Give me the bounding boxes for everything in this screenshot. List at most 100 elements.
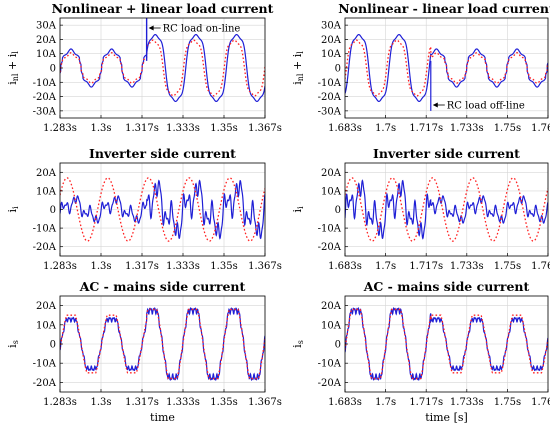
x-tick-label: 1.767s <box>531 397 550 408</box>
y-tick-label: 0 <box>50 64 56 75</box>
y-tick-label: 10A <box>321 186 342 197</box>
reference-current-line <box>345 177 548 242</box>
y-tick-label: 10A <box>36 49 57 60</box>
y-tick-label: 10A <box>321 49 342 60</box>
y-label-text: i <box>291 81 304 85</box>
y-axis-label: is <box>291 340 305 348</box>
panel-nl-minus-l: Nonlinear - linear load current 1.683s 1.7… <box>291 1 550 134</box>
x-tick-label: 1.35s <box>210 397 237 408</box>
y-tick-label: 0 <box>335 205 341 216</box>
series-group <box>60 306 265 382</box>
panel-inv-2: Inverter side current 1.683s 1.7s 1.717s 1.7… <box>291 146 550 272</box>
x-tick-label: 1.35s <box>210 261 237 272</box>
y-tick-label: -10A <box>318 359 342 370</box>
y-tick-label: -30A <box>318 106 342 117</box>
series-group <box>60 18 265 103</box>
x-tick-label: 1.367s <box>248 397 282 408</box>
y-label-text: i <box>6 81 19 85</box>
x-axis-label: time [s] <box>425 411 468 424</box>
x-tick-label: 1.75s <box>494 123 521 134</box>
y-label-subscript: i <box>296 206 305 209</box>
x-tick-label: 1.717s <box>409 397 443 408</box>
y-tick-label: -10A <box>318 224 342 235</box>
chart-title: AC - mains side current <box>79 279 246 294</box>
y-axis-label: inl + il <box>291 51 305 85</box>
reference-current-line <box>345 308 548 380</box>
chart-title: AC - mains side current <box>363 279 530 294</box>
x-tick-label: 1.367s <box>248 123 282 134</box>
y-tick-label: -10A <box>33 359 57 370</box>
y-tick-label: -20A <box>318 92 342 103</box>
annotation-label: RC load off-line <box>447 101 525 112</box>
y-tick-label: 20A <box>36 35 57 46</box>
measured-current-line <box>60 33 265 103</box>
annotation-label: RC load on-line <box>163 24 241 35</box>
x-tick-label: 1.767s <box>531 261 550 272</box>
x-tick-label: 1.333s <box>166 397 200 408</box>
x-tick-label: 1.3s <box>90 397 111 408</box>
x-tick-label: 1.333s <box>166 123 200 134</box>
y-tick-label: 30A <box>36 21 57 32</box>
x-axis-label: time <box>150 411 175 424</box>
x-tick-label: 1.7s <box>375 123 396 134</box>
x-tick-label: 1.367s <box>248 261 282 272</box>
annotation-arrowhead <box>432 102 438 108</box>
y-tick-label: 10A <box>36 320 57 331</box>
y-tick-label: -20A <box>33 378 57 389</box>
x-tick-label: 1.733s <box>450 397 484 408</box>
y-label-subscript: nl <box>296 73 305 81</box>
x-tick-label: 1.35s <box>210 123 237 134</box>
reference-current-line <box>60 177 265 242</box>
x-tick-label: 1.317s <box>125 261 159 272</box>
y-tick-label: 0 <box>335 64 341 75</box>
x-tick-label: 1.333s <box>166 261 200 272</box>
y-label-text: i <box>291 344 304 348</box>
x-tick-label: 1.75s <box>494 397 521 408</box>
x-tick-label: 1.7s <box>375 397 396 408</box>
x-tick-label: 1.733s <box>450 261 484 272</box>
y-tick-label: 20A <box>321 35 342 46</box>
y-tick-label: -20A <box>33 92 57 103</box>
y-tick-label: 30A <box>321 21 342 32</box>
y-tick-label: -10A <box>33 224 57 235</box>
x-tick-label: 1.683s <box>328 261 362 272</box>
x-tick-label: 1.683s <box>328 397 362 408</box>
y-label-text: i <box>291 209 304 213</box>
x-tick-label: 1.3s <box>90 123 111 134</box>
measured-current-line <box>345 179 548 240</box>
x-tick-label: 1.3s <box>90 261 111 272</box>
y-label-subscript: s <box>11 340 20 344</box>
y-axis-label: is <box>6 340 20 348</box>
y-tick-label: -20A <box>33 242 57 253</box>
panel-mains-1: AC - mains side current 1.283s 1.3s 1.317s 1… <box>6 279 282 424</box>
y-label-text: + i <box>291 53 304 73</box>
chart-title: Inverter side current <box>89 146 236 161</box>
y-label-text: i <box>6 209 19 213</box>
x-tick-label: 1.733s <box>450 123 484 134</box>
y-label-subscript: l <box>296 51 305 54</box>
x-tick-label: 1.317s <box>125 397 159 408</box>
y-tick-label: 0 <box>50 340 56 351</box>
panel-inv-1: Inverter side current 1.283s 1.3s 1.317s 1.3… <box>6 146 282 272</box>
panel-mains-2: AC - mains side current 1.683s 1.7s 1.717s 1… <box>291 279 550 424</box>
x-tick-label: 1.717s <box>409 261 443 272</box>
y-tick-label: 20A <box>36 301 57 312</box>
x-tick-label: 1.283s <box>43 261 77 272</box>
y-tick-label: -20A <box>318 242 342 253</box>
x-tick-label: 1.7s <box>375 261 396 272</box>
series-group <box>345 306 548 382</box>
y-label-subscript: nl <box>11 73 20 81</box>
y-tick-label: -20A <box>318 378 342 389</box>
measured-current-line <box>60 179 265 240</box>
chart-title: Inverter side current <box>373 146 520 161</box>
x-tick-label: 1.317s <box>125 123 159 134</box>
x-tick-label: 1.683s <box>328 123 362 134</box>
y-tick-label: 20A <box>321 301 342 312</box>
x-tick-label: 1.75s <box>494 261 521 272</box>
y-tick-label: 20A <box>36 168 57 179</box>
reference-current-line <box>60 308 265 380</box>
y-tick-label: -10A <box>318 78 342 89</box>
y-axis-label: ii <box>291 206 305 213</box>
y-tick-label: 10A <box>36 186 57 197</box>
x-tick-label: 1.283s <box>43 123 77 134</box>
